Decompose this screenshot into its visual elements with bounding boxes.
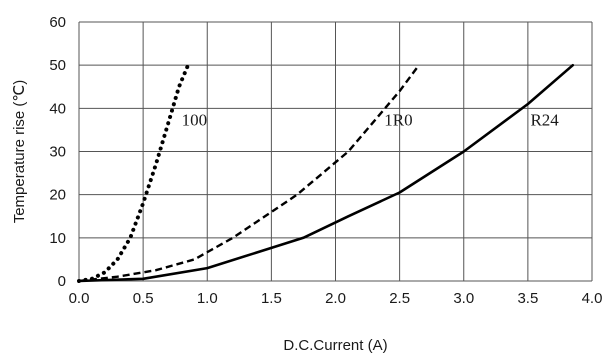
x-axis-ticks: 0.0 0.5 1.0 1.5 2.0 2.5 3.0 3.5 4.0 xyxy=(69,290,603,307)
grid xyxy=(78,21,593,282)
y-axis-ticks: 0 10 20 30 40 50 60 xyxy=(49,14,66,290)
series-line-1r0 xyxy=(78,64,420,283)
x-tick-label: 3.5 xyxy=(517,290,538,307)
x-tick-label: 0.5 xyxy=(133,290,154,307)
y-tick-label: 20 xyxy=(49,187,66,204)
x-tick-label: 1.0 xyxy=(197,290,218,307)
y-tick-label: 60 xyxy=(49,14,66,31)
x-tick-label: 0.0 xyxy=(69,290,90,307)
series-line-100 xyxy=(77,63,190,283)
x-tick-label: 3.0 xyxy=(453,290,474,307)
y-tick-label: 0 xyxy=(58,273,66,290)
x-tick-label: 2.0 xyxy=(325,290,346,307)
x-axis-label: D.C.Current (A) xyxy=(283,337,387,354)
series-layer xyxy=(77,63,575,283)
x-tick-label: 4.0 xyxy=(582,290,603,307)
series-labels: 100 1R0 R24 xyxy=(182,111,560,130)
x-tick-label: 1.5 xyxy=(261,290,282,307)
y-tick-label: 40 xyxy=(49,100,66,117)
x-tick-label: 2.5 xyxy=(389,290,410,307)
y-tick-label: 50 xyxy=(49,57,66,74)
series-label-r24: R24 xyxy=(530,111,559,130)
y-axis-label: Temperature rise (℃) xyxy=(11,80,28,224)
series-label-1r0: 1R0 xyxy=(384,111,412,130)
y-tick-label: 30 xyxy=(49,144,66,161)
series-line-r24 xyxy=(77,63,575,283)
y-tick-label: 10 xyxy=(49,230,66,247)
series-label-100: 100 xyxy=(182,111,208,130)
